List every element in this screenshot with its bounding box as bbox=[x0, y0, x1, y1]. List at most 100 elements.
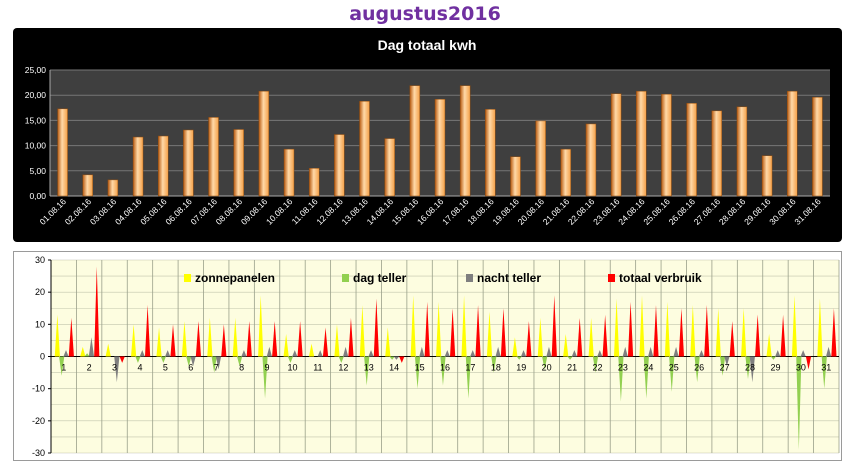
spike bbox=[821, 356, 827, 389]
x-tick-label: 13 bbox=[364, 363, 374, 373]
spike bbox=[114, 356, 120, 383]
spike bbox=[516, 356, 522, 360]
spike bbox=[563, 333, 569, 357]
bar bbox=[485, 109, 496, 197]
spike bbox=[639, 295, 645, 357]
x-tick-label: 19.08.16 bbox=[490, 196, 521, 227]
spike bbox=[419, 346, 425, 357]
spike bbox=[486, 311, 493, 357]
bar bbox=[560, 148, 572, 197]
spike bbox=[80, 346, 86, 357]
spike bbox=[729, 321, 735, 357]
spike bbox=[94, 266, 100, 357]
bar bbox=[661, 93, 672, 197]
spike bbox=[262, 356, 268, 399]
spike bbox=[741, 308, 747, 357]
bar bbox=[686, 103, 697, 197]
spike bbox=[664, 301, 671, 357]
spike bbox=[775, 350, 781, 357]
spike bbox=[266, 346, 272, 357]
spike bbox=[135, 356, 141, 363]
x-tick-label: 1 bbox=[61, 363, 66, 373]
x-tick-label: 9 bbox=[265, 363, 270, 373]
bar bbox=[761, 155, 773, 197]
spike bbox=[669, 356, 675, 392]
spike bbox=[359, 305, 365, 357]
bar bbox=[434, 98, 446, 197]
legend-swatch bbox=[184, 274, 191, 282]
x-tick-label: 27.08.16 bbox=[692, 196, 723, 227]
x-tick-label: 14.08.16 bbox=[365, 196, 396, 227]
spike bbox=[440, 356, 446, 386]
x-tick-label: 31.08.16 bbox=[792, 196, 823, 227]
spike bbox=[542, 356, 548, 370]
spike bbox=[144, 305, 151, 357]
spike bbox=[215, 356, 222, 370]
spike bbox=[195, 321, 202, 357]
spike bbox=[825, 346, 832, 357]
daily-total-chart-svg: Dag totaal kwh 0,00 5,00 10,00 15,00 20,00 25… bbox=[25, 37, 830, 227]
y-tick-label: 30 bbox=[35, 255, 45, 265]
spike bbox=[450, 308, 456, 357]
spike bbox=[181, 321, 188, 357]
bar bbox=[585, 123, 597, 197]
spike bbox=[495, 346, 501, 357]
y-tick-label: 15,00 bbox=[25, 115, 47, 125]
x-tick-label: 26 bbox=[694, 363, 704, 373]
spike bbox=[698, 350, 705, 357]
spike bbox=[546, 346, 552, 357]
x-tick-label: 15.08.16 bbox=[390, 196, 421, 227]
spike bbox=[297, 321, 303, 357]
spike bbox=[817, 298, 823, 357]
x-tick-label: 29 bbox=[770, 363, 780, 373]
spike bbox=[232, 317, 238, 357]
spike bbox=[673, 346, 679, 357]
spike bbox=[491, 356, 497, 373]
spike bbox=[59, 356, 65, 376]
bar bbox=[283, 148, 295, 197]
spike bbox=[470, 350, 476, 357]
daily-total-chart: Dag totaal kwh 0,00 5,00 10,00 15,00 20,00 25… bbox=[13, 28, 842, 242]
spike bbox=[237, 356, 243, 367]
spike bbox=[393, 356, 400, 360]
spike bbox=[537, 317, 543, 357]
spike bbox=[68, 317, 74, 357]
spike bbox=[526, 321, 532, 357]
x-tick-label: 22 bbox=[593, 363, 603, 373]
legend-label: dag teller bbox=[353, 271, 407, 285]
legend-swatch bbox=[342, 274, 349, 282]
spike bbox=[160, 356, 166, 363]
spike bbox=[292, 350, 298, 357]
x-tick-label: 25 bbox=[669, 363, 679, 373]
spike bbox=[648, 346, 654, 357]
x-tick-label: 05.08.16 bbox=[138, 196, 169, 227]
bar bbox=[812, 96, 823, 197]
x-tick-label: 09.08.16 bbox=[239, 196, 270, 227]
x-tick-label: 2 bbox=[87, 363, 92, 373]
bar bbox=[208, 117, 219, 197]
spike bbox=[715, 308, 721, 357]
spike bbox=[283, 333, 289, 357]
x-tick-label: 02.08.16 bbox=[63, 196, 94, 227]
spike bbox=[322, 327, 329, 357]
spike bbox=[186, 356, 192, 367]
y-tick-label: 0,00 bbox=[29, 191, 46, 201]
spike bbox=[704, 305, 710, 357]
spike bbox=[643, 356, 649, 399]
x-tick-label: 4 bbox=[137, 363, 142, 373]
spike bbox=[627, 301, 634, 357]
bar bbox=[107, 179, 119, 197]
spike bbox=[389, 356, 395, 360]
x-tick-label: 3 bbox=[112, 363, 117, 373]
spike bbox=[796, 356, 802, 450]
bar bbox=[258, 90, 270, 197]
spike bbox=[571, 350, 577, 357]
spike bbox=[766, 333, 772, 357]
spike bbox=[520, 350, 527, 357]
spike bbox=[597, 350, 603, 357]
y-tick-label: 20,00 bbox=[25, 90, 47, 100]
bar bbox=[736, 106, 748, 197]
spike bbox=[165, 350, 171, 357]
spike bbox=[84, 353, 90, 357]
spike bbox=[653, 305, 659, 357]
